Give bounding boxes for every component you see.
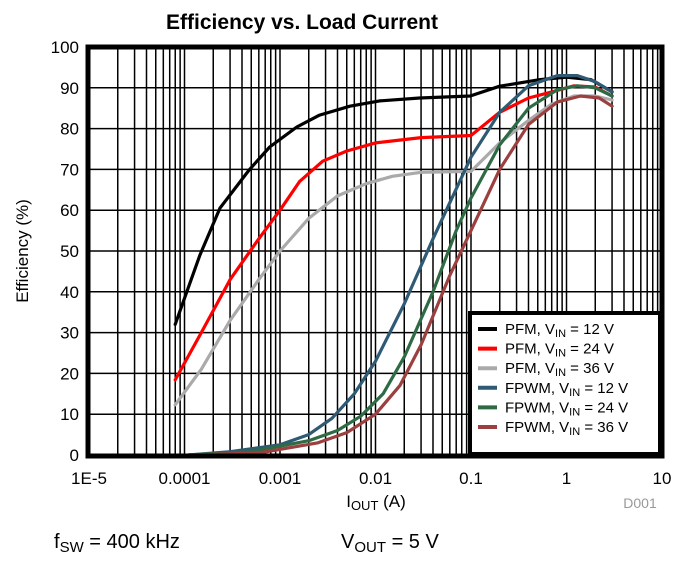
x-tick-labels: 1E-5 0.0001 0.001 0.01 0.1 1 10 <box>71 469 671 488</box>
legend-label: PFM, VIN = 12 V <box>505 321 614 340</box>
x-tick-label: 0.1 <box>459 469 483 488</box>
fsw-annotation: fSW = 400 kHz <box>54 531 180 556</box>
y-tick-label: 90 <box>60 79 79 98</box>
y-axis-label: Efficiency (%) <box>13 199 32 303</box>
chart-title: Efficiency vs. Load Current <box>166 11 438 34</box>
x-tick-label: 10 <box>653 469 672 488</box>
x-tick-label: 1E-5 <box>71 469 107 488</box>
legend-box <box>468 311 662 456</box>
y-tick-label: 40 <box>60 283 79 302</box>
y-tick-label: 20 <box>60 364 79 383</box>
y-tick-label: 0 <box>70 446 79 465</box>
plot-frame <box>85 44 665 459</box>
x-tick-label: 0.0001 <box>159 469 211 488</box>
legend-label: FPWM, VIN = 24 V <box>505 399 628 418</box>
legend-label: PFM, VIN = 24 V <box>505 341 614 360</box>
y-tick-label: 30 <box>60 324 79 343</box>
series-line-5 <box>186 84 614 457</box>
legend-label: PFM, VIN = 36 V <box>505 360 614 379</box>
y-tick-label: 100 <box>51 38 79 57</box>
series-line-1 <box>173 75 614 326</box>
y-tick-label: 10 <box>60 405 79 424</box>
y-tick-labels: 0 10 20 30 40 50 60 70 80 90 100 <box>51 38 79 465</box>
x-tick-label: 1 <box>562 469 571 488</box>
legend-label: FPWM, VIN = 12 V <box>505 380 628 399</box>
y-tick-label: 70 <box>60 160 79 179</box>
y-tick-label: 80 <box>60 120 79 139</box>
series-group <box>173 73 614 457</box>
vout-annotation: VOUT = 5 V <box>341 531 439 556</box>
y-tick-label: 60 <box>60 201 79 220</box>
x-tick-label: 0.001 <box>259 469 302 488</box>
figure-id: D001 <box>623 495 657 511</box>
x-tick-label: 0.01 <box>359 469 392 488</box>
series-line-6 <box>186 94 614 457</box>
x-axis-label: IOUT (A) <box>346 492 406 513</box>
y-tick-label: 50 <box>60 242 79 261</box>
legend-label: FPWM, VIN = 36 V <box>505 419 628 438</box>
series-line-4 <box>186 73 614 457</box>
